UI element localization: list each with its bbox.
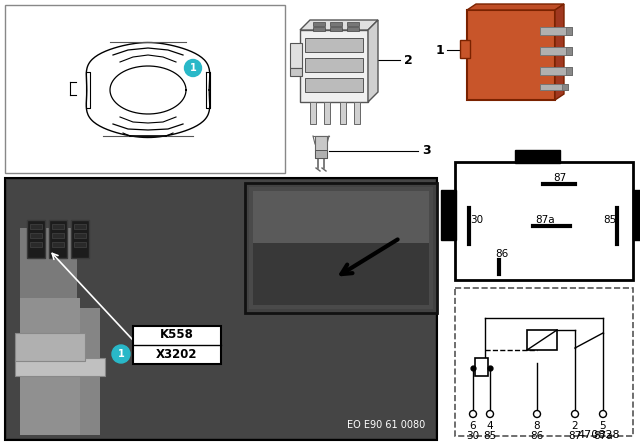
Text: X3202: X3202	[156, 349, 198, 362]
Bar	[455, 288, 633, 436]
Text: 87: 87	[568, 431, 582, 441]
Bar	[540, 84, 568, 90]
Bar	[253, 243, 429, 305]
Bar	[253, 191, 429, 246]
Bar	[540, 27, 572, 35]
Bar	[49, 220, 67, 258]
Text: 8: 8	[534, 421, 540, 431]
Bar	[300, 30, 368, 102]
Circle shape	[470, 410, 477, 418]
Bar	[347, 27, 359, 31]
Text: 4: 4	[486, 421, 493, 431]
Bar	[80, 308, 100, 435]
Text: 86: 86	[531, 431, 543, 441]
Bar	[540, 47, 572, 55]
Bar	[15, 333, 85, 361]
Bar	[7, 180, 435, 438]
Text: 3: 3	[422, 145, 431, 158]
Bar	[340, 102, 346, 124]
Bar	[347, 22, 359, 26]
Bar	[20, 298, 80, 435]
Text: 30: 30	[470, 215, 484, 225]
Bar	[74, 242, 86, 247]
Bar	[305, 78, 363, 92]
Bar	[290, 43, 302, 68]
Polygon shape	[300, 20, 378, 30]
Bar	[455, 162, 633, 280]
Bar	[566, 67, 572, 75]
Circle shape	[572, 410, 579, 418]
Bar	[27, 220, 45, 258]
Bar	[5, 5, 285, 173]
Bar	[30, 233, 42, 238]
Bar	[315, 150, 327, 158]
Bar	[566, 27, 572, 35]
Polygon shape	[467, 4, 564, 10]
Text: 2: 2	[404, 53, 413, 66]
Text: 5: 5	[600, 421, 606, 431]
Text: 470828: 470828	[577, 430, 620, 440]
Text: 2: 2	[572, 421, 579, 431]
Bar	[527, 330, 557, 350]
Text: 30: 30	[467, 431, 479, 441]
Text: EO E90 61 0080: EO E90 61 0080	[347, 420, 425, 430]
Bar	[52, 242, 64, 247]
Bar	[515, 150, 560, 163]
Text: 87: 87	[554, 173, 566, 183]
Bar	[315, 136, 327, 158]
Circle shape	[486, 410, 493, 418]
Bar	[313, 27, 325, 31]
Bar	[5, 178, 437, 440]
Bar	[305, 38, 363, 52]
Bar	[310, 102, 316, 124]
Circle shape	[534, 410, 541, 418]
Bar	[354, 102, 360, 124]
Bar	[290, 68, 302, 76]
Bar	[460, 40, 470, 58]
Text: 1: 1	[436, 43, 444, 56]
Text: 87a: 87a	[535, 215, 555, 225]
Bar	[633, 190, 640, 240]
Bar	[30, 242, 42, 247]
Bar	[455, 288, 633, 436]
Bar	[540, 67, 572, 75]
Text: 1: 1	[189, 63, 196, 73]
Text: 87a: 87a	[593, 431, 613, 441]
Polygon shape	[20, 228, 77, 435]
Text: 6: 6	[470, 421, 476, 431]
Text: 86: 86	[495, 249, 509, 259]
Bar	[74, 224, 86, 229]
Circle shape	[112, 345, 130, 363]
Text: 1: 1	[118, 349, 124, 359]
Polygon shape	[555, 4, 564, 100]
Polygon shape	[368, 20, 378, 102]
Bar	[133, 326, 221, 364]
Bar	[15, 358, 105, 376]
Bar	[30, 224, 42, 229]
Text: 85: 85	[483, 431, 497, 441]
Bar	[52, 224, 64, 229]
Bar	[324, 102, 330, 124]
Bar	[305, 58, 363, 72]
Bar	[441, 190, 456, 240]
Bar	[566, 47, 572, 55]
Text: K558: K558	[160, 328, 194, 341]
Bar	[249, 187, 433, 309]
Bar	[475, 358, 488, 376]
Bar	[74, 233, 86, 238]
Bar	[52, 233, 64, 238]
Bar	[330, 27, 342, 31]
Bar	[71, 220, 89, 258]
Bar	[245, 183, 437, 313]
Bar	[467, 10, 555, 100]
Bar	[313, 22, 325, 26]
Text: 85: 85	[604, 215, 616, 225]
Circle shape	[184, 60, 202, 77]
Bar	[330, 22, 342, 26]
Bar	[562, 84, 568, 90]
Circle shape	[600, 410, 607, 418]
